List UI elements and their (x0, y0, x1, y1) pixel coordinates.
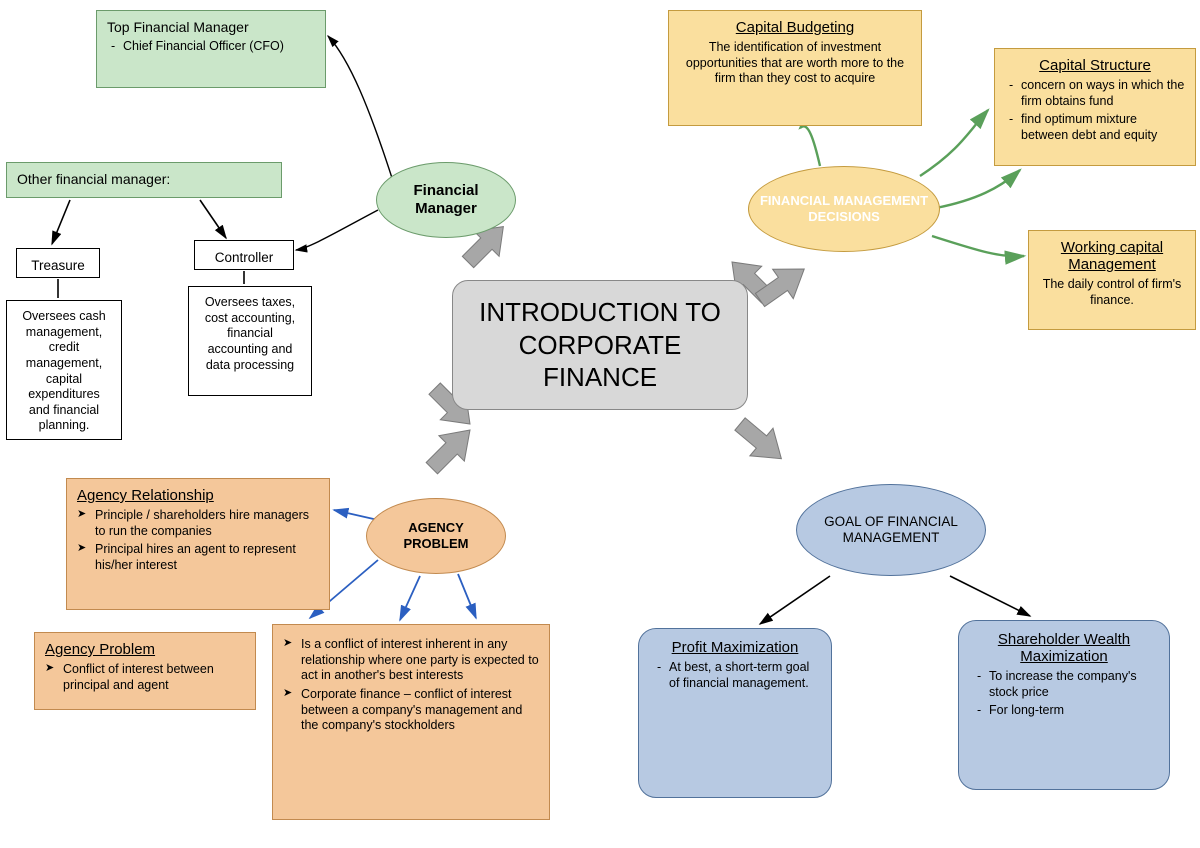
capital-structure-item: concern on ways in which the firm obtain… (1005, 78, 1185, 109)
controller-desc-box: Oversees taxes, cost accounting, financi… (188, 286, 312, 396)
top-financial-manager-title: Top Financial Manager (107, 19, 315, 35)
goal-node: GOAL OF FINANCIAL MANAGEMENT (796, 484, 986, 576)
fm-decisions-node: FINANCIAL MANAGEMENT DECISIONS (748, 166, 940, 252)
working-capital-box: Working capital Management The daily con… (1028, 230, 1196, 330)
treasure-desc-box: Oversees cash management, credit managem… (6, 300, 122, 440)
financial-manager-label: Financial Manager (385, 182, 507, 218)
capital-budgeting-title: Capital Budgeting (679, 19, 911, 36)
agency-detail-item: Is a conflict of interest inherent in an… (283, 637, 539, 684)
agency-detail-box: Is a conflict of interest inherent in an… (272, 624, 550, 820)
shareholder-max-box: Shareholder Wealth Maximization To incre… (958, 620, 1170, 790)
top-financial-manager-box: Top Financial Manager Chief Financial Of… (96, 10, 326, 88)
diagram-stage: INTRODUCTION TO CORPORATE FINANCE Financ… (0, 0, 1200, 848)
shareholder-max-item: For long-term (973, 703, 1155, 719)
shareholder-max-item: To increase the company's stock price (973, 669, 1155, 700)
capital-budgeting-box: Capital Budgeting The identification of … (668, 10, 922, 126)
capital-structure-item: find optimum mixture between debt and eq… (1005, 112, 1185, 143)
center-topic: INTRODUCTION TO CORPORATE FINANCE (452, 280, 748, 410)
other-financial-manager-box: Other financial manager: (6, 162, 282, 198)
treasure-box: Treasure (16, 248, 100, 278)
agency-problem-title: Agency Problem (45, 641, 245, 658)
working-capital-body: The daily control of firm's finance. (1039, 277, 1185, 308)
goal-label: GOAL OF FINANCIAL MANAGEMENT (805, 514, 977, 546)
shareholder-max-title: Shareholder Wealth Maximization (973, 631, 1155, 665)
treasure-desc: Oversees cash management, credit managem… (22, 309, 105, 432)
capital-structure-title: Capital Structure (1005, 57, 1185, 74)
profit-max-title: Profit Maximization (653, 639, 817, 656)
other-financial-manager-title: Other financial manager: (17, 171, 170, 187)
controller-desc: Oversees taxes, cost accounting, financi… (205, 295, 295, 372)
fm-decisions-label: FINANCIAL MANAGEMENT DECISIONS (757, 193, 931, 224)
profit-max-box: Profit Maximization At best, a short-ter… (638, 628, 832, 798)
agency-problem-node: AGENCY PROBLEM (366, 498, 506, 574)
agency-detail-item: Corporate finance – conflict of interest… (283, 687, 539, 734)
controller-box: Controller (194, 240, 294, 270)
capital-budgeting-body: The identification of investment opportu… (679, 40, 911, 87)
agency-problem-item: Conflict of interest between principal a… (45, 662, 245, 693)
capital-structure-box: Capital Structure concern on ways in whi… (994, 48, 1196, 166)
agency-problem-box: Agency Problem Conflict of interest betw… (34, 632, 256, 710)
profit-max-item: At best, a short-term goal of financial … (653, 660, 817, 691)
top-financial-manager-item: Chief Financial Officer (CFO) (107, 39, 315, 55)
working-capital-title: Working capital Management (1039, 239, 1185, 273)
controller-title: Controller (215, 250, 274, 265)
agency-relationship-title: Agency Relationship (77, 487, 319, 504)
treasure-title: Treasure (31, 258, 85, 273)
agency-relationship-item: Principal hires an agent to represent hi… (77, 542, 319, 573)
financial-manager-node: Financial Manager (376, 162, 516, 238)
agency-problem-label: AGENCY PROBLEM (375, 520, 497, 551)
agency-relationship-box: Agency Relationship Principle / sharehol… (66, 478, 330, 610)
agency-relationship-item: Principle / shareholders hire managers t… (77, 508, 319, 539)
center-topic-text: INTRODUCTION TO CORPORATE FINANCE (467, 296, 733, 394)
